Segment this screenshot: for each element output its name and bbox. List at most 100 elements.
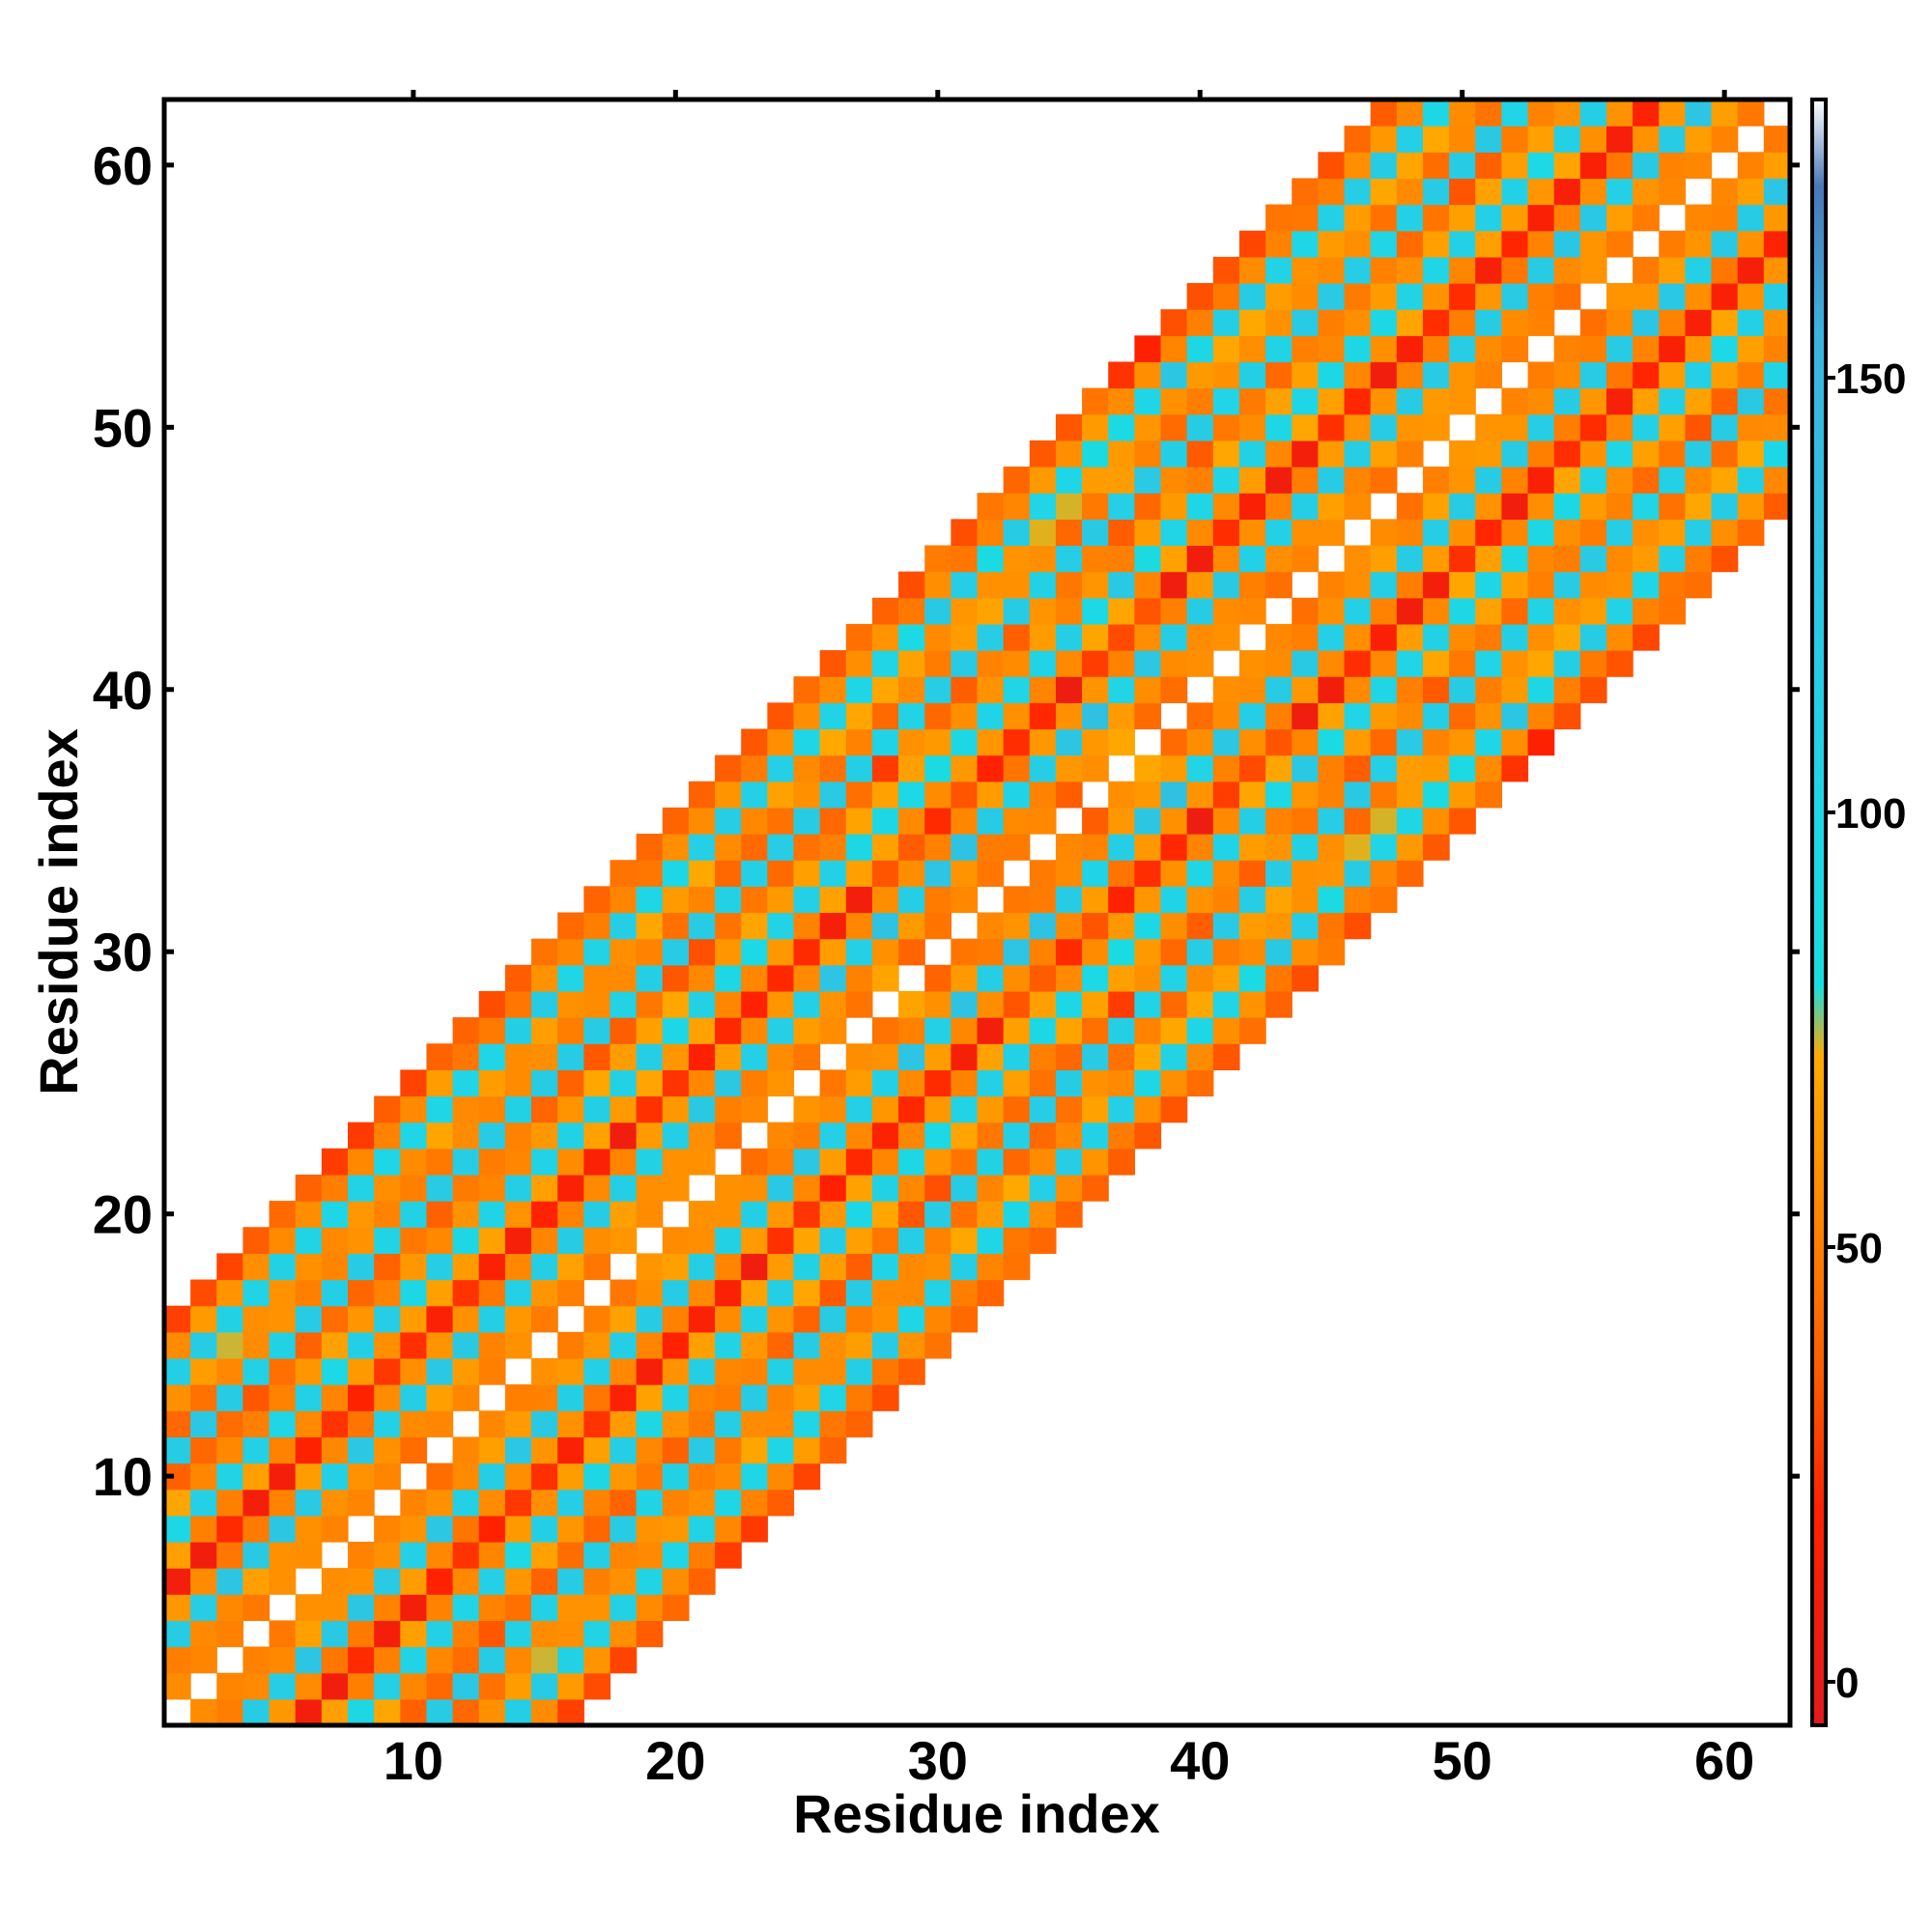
colorbar-tick-label: 100 <box>1835 790 1906 838</box>
heatmap-cell <box>452 1568 480 1595</box>
heatmap-cell <box>504 1384 532 1411</box>
heatmap-cell <box>871 623 899 651</box>
heatmap-cell <box>242 1568 270 1595</box>
heatmap-cell <box>793 728 821 756</box>
heatmap-cell <box>348 1541 375 1569</box>
heatmap-cell <box>1108 990 1135 1018</box>
heatmap-cell <box>924 781 952 809</box>
heatmap-cell <box>1055 1201 1083 1228</box>
heatmap-cell <box>688 1305 716 1333</box>
heatmap-cell <box>1134 1095 1162 1123</box>
heatmap-cell <box>1737 335 1765 363</box>
heatmap-cell <box>348 1253 375 1281</box>
heatmap-cell <box>1553 230 1581 258</box>
heatmap-cell <box>1579 467 1607 494</box>
heatmap-cell <box>610 1017 638 1044</box>
heatmap-cell <box>1160 676 1188 703</box>
heatmap-cell <box>531 1357 558 1385</box>
heatmap-cell <box>478 1620 506 1648</box>
heatmap-cell <box>1082 1122 1109 1150</box>
heatmap-cell <box>924 964 952 992</box>
heatmap-cell <box>1579 126 1607 153</box>
heatmap-cell <box>1422 834 1450 861</box>
heatmap-cell <box>1265 335 1293 363</box>
heatmap-cell <box>400 1305 428 1333</box>
heatmap-cell <box>1633 283 1660 310</box>
heatmap-cell <box>1212 964 1240 992</box>
heatmap-cell <box>321 1174 349 1202</box>
heatmap-cell <box>1186 519 1214 547</box>
heatmap-cell <box>1265 467 1293 494</box>
heatmap-cell <box>1370 361 1398 389</box>
heatmap-cell <box>1108 807 1135 835</box>
heatmap-cell <box>1396 519 1424 547</box>
heatmap-cell <box>531 1279 558 1307</box>
heatmap-cell <box>400 1489 428 1517</box>
heatmap-cell <box>1108 597 1135 625</box>
heatmap-cell <box>871 1279 899 1307</box>
heatmap-cell <box>1108 676 1135 703</box>
heatmap-cell <box>164 1568 191 1595</box>
heatmap-cell <box>531 1305 558 1333</box>
heatmap-cell <box>688 964 716 992</box>
heatmap-cell <box>1737 256 1765 284</box>
heatmap-cell <box>793 1331 821 1359</box>
heatmap-cell <box>1160 467 1188 494</box>
heatmap-cell <box>1501 623 1529 651</box>
heatmap-cell <box>819 886 847 914</box>
heatmap-cell <box>1422 99 1450 127</box>
heatmap-cell <box>1318 309 1346 336</box>
heatmap-cell <box>1370 387 1398 415</box>
heatmap-cell <box>242 1410 270 1438</box>
heatmap-cell <box>1501 571 1529 599</box>
heatmap-cell <box>164 1357 191 1385</box>
heatmap-cell <box>1318 754 1346 782</box>
heatmap-cell <box>1344 256 1372 284</box>
heatmap-cell <box>819 912 847 940</box>
heatmap-cell <box>688 1568 716 1595</box>
heatmap-cell <box>977 597 1005 625</box>
heatmap-cell <box>819 1148 847 1176</box>
heatmap-cell <box>636 1436 664 1464</box>
heatmap-cell <box>400 1436 428 1464</box>
heatmap-cell <box>478 1541 506 1569</box>
heatmap-cell <box>1029 1069 1057 1097</box>
heatmap-cell <box>1055 1148 1083 1176</box>
heatmap-cell <box>1108 964 1135 992</box>
heatmap-cell <box>531 1515 558 1543</box>
heatmap-cell <box>1134 754 1162 782</box>
heatmap-cell <box>1160 597 1188 625</box>
heatmap-cell <box>610 1305 638 1333</box>
heatmap-cell <box>1318 283 1346 310</box>
heatmap-cell <box>767 781 795 809</box>
heatmap-cell <box>871 834 899 861</box>
heatmap-cell <box>504 1436 532 1464</box>
heatmap-cell <box>295 1279 323 1307</box>
heatmap-cell <box>1186 728 1214 756</box>
heatmap-cell <box>924 545 952 573</box>
heatmap-cell <box>426 1698 454 1726</box>
heatmap-cell <box>715 1436 742 1464</box>
heatmap-cell <box>531 1174 558 1202</box>
heatmap-cell <box>898 623 925 651</box>
heatmap-cell <box>1501 467 1529 494</box>
heatmap-cell <box>845 938 873 966</box>
heatmap-cell <box>1633 204 1660 232</box>
heatmap-cell <box>845 676 873 703</box>
heatmap-cell <box>1737 204 1765 232</box>
heatmap-cell <box>845 912 873 940</box>
heatmap-cell <box>295 1227 323 1254</box>
heatmap-cell <box>1238 440 1266 468</box>
heatmap-cell <box>1449 519 1476 547</box>
heatmap-cell <box>1029 990 1057 1018</box>
heatmap-cell <box>1396 99 1424 127</box>
heatmap-cell <box>1238 571 1266 599</box>
heatmap-cell <box>321 1331 349 1359</box>
heatmap-cell <box>400 1410 428 1438</box>
heatmap-cell <box>1553 99 1581 127</box>
heatmap-cell <box>1292 493 1319 520</box>
heatmap-cell <box>1711 361 1739 389</box>
heatmap-cell <box>1527 178 1555 206</box>
heatmap-cell <box>924 1043 952 1070</box>
heatmap-cell <box>1292 413 1319 441</box>
